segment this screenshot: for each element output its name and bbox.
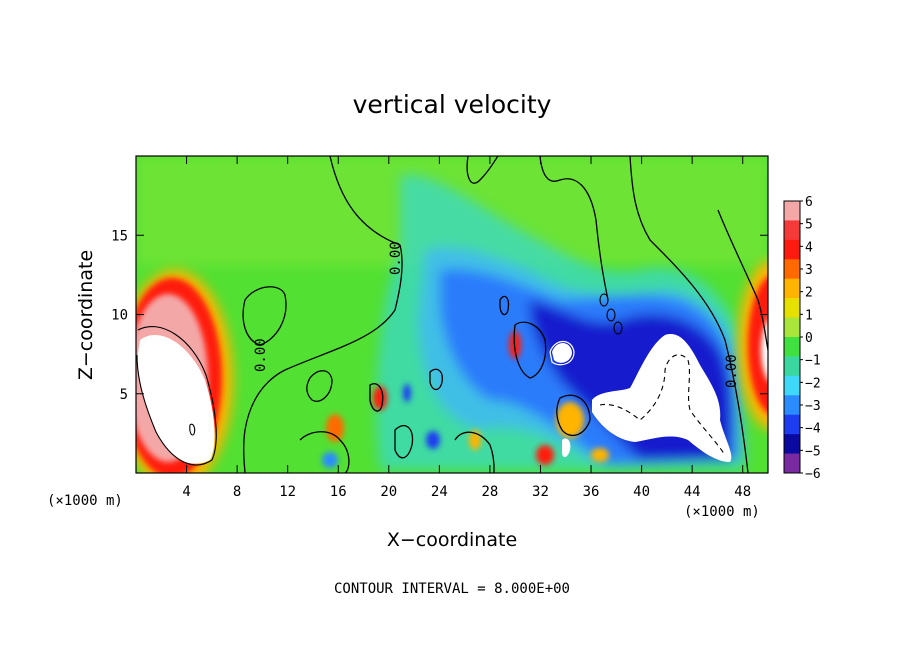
x-unit-label-left: (×1000 m)	[47, 493, 123, 509]
contour-small-ovals	[599, 293, 623, 335]
x-tick-label: 20	[380, 484, 397, 500]
contour-zero-d	[629, 156, 749, 473]
colorbar-swatch	[784, 298, 800, 319]
colorbar-label: 6	[805, 195, 813, 210]
x-tick-label: 8	[233, 484, 241, 500]
contour-zero-b	[466, 156, 499, 184]
x-tick-label: 28	[481, 484, 498, 500]
colorbar-label: 0	[805, 331, 813, 346]
colorbar-label: −1	[805, 354, 821, 369]
colorbar: 6 5 4 3 2 1 0 −1 −2 −3 −4 −5 −6	[783, 195, 821, 482]
contour-blob-1	[242, 286, 287, 346]
x-tick-label: 44	[684, 484, 701, 500]
contour-strong-left-inner	[189, 423, 196, 436]
contours	[136, 156, 768, 473]
contour-interval-note: CONTOUR INTERVAL = 8.000E+00	[334, 581, 570, 597]
y-axis: 5 10 15	[111, 228, 768, 403]
colorbar-label: −5	[805, 444, 821, 459]
core-34	[552, 343, 572, 363]
contour-blob-7	[556, 394, 591, 437]
colorbar-swatch	[784, 239, 800, 260]
colorbar-swatch	[784, 278, 800, 299]
colorbar-swatch	[784, 414, 800, 435]
x-axis: 4 8 12 16 20 24 28 32 36 40 44 48	[182, 156, 751, 500]
contour-blob-5	[513, 321, 547, 379]
contour-labels: 0.00 0.00 0.00	[253, 241, 740, 388]
colorbar-swatch	[784, 259, 800, 280]
x-tick-label: 12	[279, 484, 296, 500]
colorbar-swatch	[784, 434, 800, 455]
y-axis-label: Z−coordinate	[75, 250, 97, 380]
colorbar-swatch	[784, 453, 800, 474]
contour-blob-2	[306, 370, 333, 402]
colorbar-label: −6	[805, 467, 821, 482]
contour-zero-a	[243, 156, 403, 473]
contour-label: 0.00	[388, 241, 404, 275]
colorbar-label: 2	[805, 286, 813, 301]
y-tick-label: 5	[120, 387, 128, 403]
contour-core-42-dash	[599, 354, 726, 456]
colorbar-swatch	[784, 356, 800, 377]
x-tick-label: 36	[583, 484, 600, 500]
core-42	[592, 334, 732, 462]
contour-blob-3	[369, 383, 384, 412]
core-32	[562, 438, 571, 458]
colorbar-swatch	[784, 220, 800, 241]
chart-title: vertical velocity	[353, 90, 552, 119]
colorbar-swatch	[784, 395, 800, 416]
colorbar-label: 5	[805, 218, 813, 233]
downdraft-cores	[552, 334, 732, 462]
colorbar-swatch	[784, 337, 800, 357]
x-tick-label: 40	[633, 484, 650, 500]
colorbar-label: −4	[805, 422, 821, 437]
colorbar-label: −3	[805, 399, 821, 414]
x-tick-label: 32	[532, 484, 549, 500]
contour-blob-4	[499, 295, 510, 316]
colorbar-label: 3	[805, 263, 813, 278]
contour-strong-left	[136, 325, 217, 466]
x-tick-label: 48	[734, 484, 751, 500]
velocity-field: 0.00 0.00 0.00	[136, 156, 768, 473]
x-axis-label: X−coordinate	[387, 529, 517, 551]
contour-label: 0.00	[724, 354, 740, 388]
x-unit-label-right: (×1000 m)	[684, 504, 760, 520]
contour-zero-c	[539, 156, 609, 301]
x-tick-label: 24	[431, 484, 448, 500]
contour-blob-8	[299, 431, 350, 473]
contour-core-34	[549, 340, 575, 366]
y-tick-label: 10	[111, 308, 128, 324]
colorbar-swatch	[784, 375, 800, 396]
colorbar-label: 1	[805, 308, 813, 323]
contour-label: 0.00	[253, 338, 269, 372]
contour-zero-e	[717, 209, 768, 351]
contour-blob-6	[429, 368, 443, 391]
colorbar-swatch	[784, 317, 800, 338]
y-tick-label: 15	[111, 228, 128, 244]
x-tick-label: 4	[182, 484, 190, 500]
colorbar-label: 4	[805, 240, 813, 255]
small-cells	[322, 331, 609, 468]
right-updraft	[738, 260, 768, 430]
colorbar-swatch	[784, 201, 800, 221]
contour-blob-9	[454, 431, 495, 473]
contour-blob-10	[394, 425, 414, 459]
colorbar-label: −2	[805, 376, 821, 391]
x-tick-label: 16	[330, 484, 347, 500]
